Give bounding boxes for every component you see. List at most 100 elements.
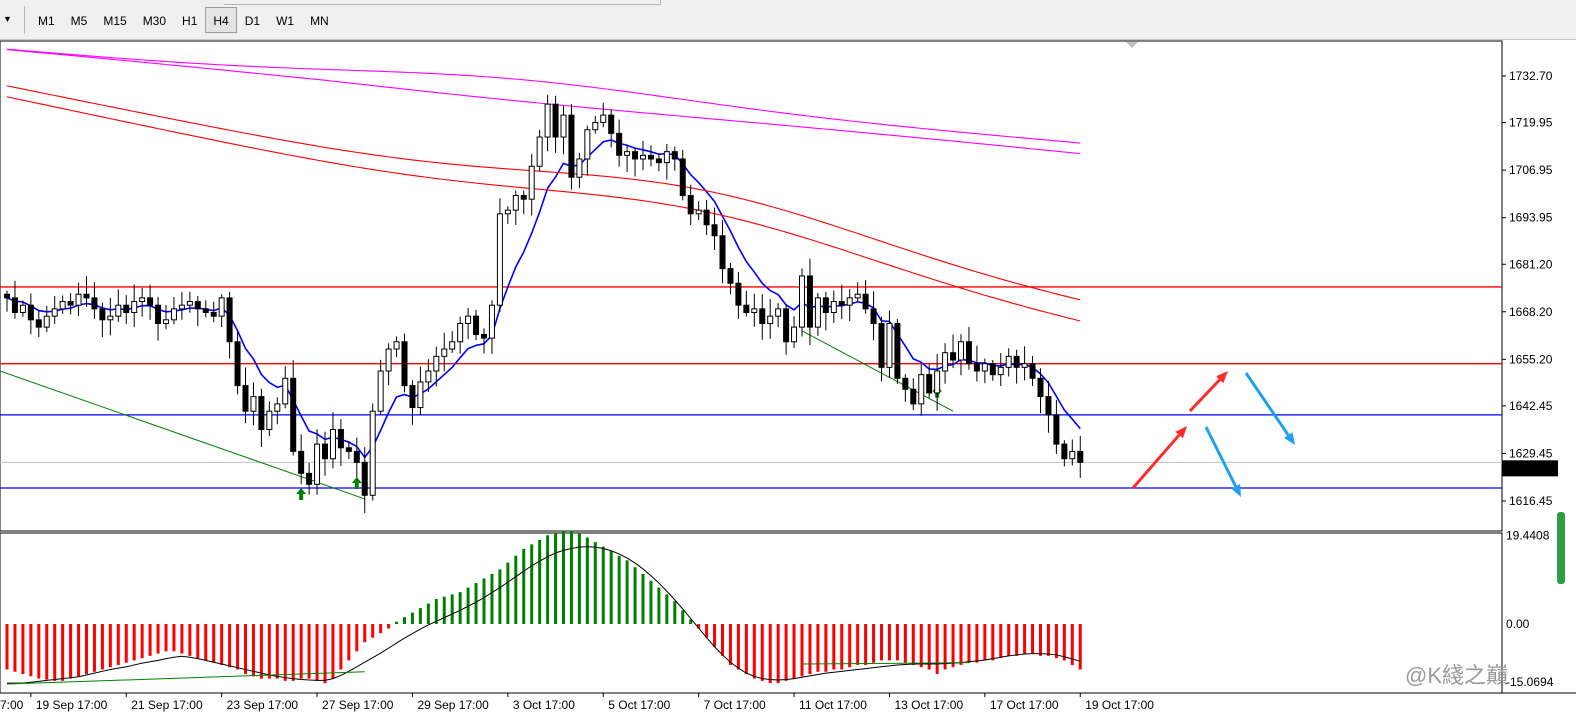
candle[interactable] (11, 280, 18, 319)
candle[interactable] (226, 291, 233, 359)
candle[interactable] (632, 147, 639, 177)
candle[interactable] (592, 115, 599, 134)
candle[interactable] (973, 345, 980, 382)
candle[interactable] (163, 305, 169, 330)
candle[interactable] (282, 366, 289, 409)
candle[interactable] (322, 431, 328, 476)
candle[interactable] (306, 462, 313, 495)
candle[interactable] (457, 316, 464, 354)
candle[interactable] (950, 334, 957, 369)
candle[interactable] (43, 305, 50, 333)
candle[interactable] (814, 293, 821, 336)
candle[interactable] (329, 412, 336, 469)
candle[interactable] (1069, 439, 1076, 466)
chart-shift-marker-icon[interactable] (1126, 42, 1138, 48)
timeframe-d1-button[interactable]: D1 (244, 14, 261, 28)
candle[interactable] (377, 359, 384, 415)
candle[interactable] (854, 282, 861, 302)
candle[interactable] (441, 332, 448, 372)
candle[interactable] (703, 200, 710, 236)
candle[interactable] (878, 316, 885, 382)
candle[interactable] (19, 300, 26, 317)
candle[interactable] (123, 295, 130, 324)
candle[interactable] (719, 220, 726, 284)
candle[interactable] (337, 419, 344, 466)
candle[interactable] (393, 336, 400, 358)
candle[interactable] (942, 343, 949, 384)
candle[interactable] (981, 358, 988, 384)
candle[interactable] (958, 334, 964, 376)
candle[interactable] (743, 290, 750, 317)
candle[interactable] (838, 284, 845, 320)
candle[interactable] (759, 294, 766, 340)
candle[interactable] (687, 184, 694, 226)
candle[interactable] (1021, 346, 1028, 381)
candle[interactable] (528, 153, 535, 216)
candle[interactable] (520, 190, 527, 215)
candle[interactable] (290, 360, 297, 456)
timeframe-w1-button[interactable]: W1 (276, 14, 295, 28)
candle[interactable] (767, 298, 774, 339)
candle[interactable] (210, 301, 217, 323)
candle[interactable] (345, 440, 352, 459)
candle[interactable] (1013, 349, 1020, 384)
candle[interactable] (902, 374, 909, 402)
candle[interactable] (695, 201, 702, 221)
candle[interactable] (1037, 368, 1044, 414)
candle[interactable] (965, 326, 972, 370)
candle[interactable] (544, 94, 551, 152)
timeframe-m1-button[interactable]: M1 (38, 14, 55, 28)
candle[interactable] (147, 284, 154, 320)
candle[interactable] (735, 271, 742, 319)
candle[interactable] (799, 268, 805, 337)
candle[interactable] (473, 309, 480, 341)
candle[interactable] (1005, 348, 1012, 377)
candle[interactable] (536, 129, 543, 172)
candle[interactable] (35, 310, 42, 338)
candle[interactable] (91, 282, 98, 319)
candle[interactable] (751, 293, 758, 327)
candle[interactable] (775, 303, 782, 328)
candle[interactable] (655, 154, 662, 172)
candle[interactable] (298, 434, 305, 485)
candle[interactable] (433, 346, 440, 387)
candle[interactable] (75, 282, 82, 316)
candle[interactable] (711, 207, 718, 251)
candle[interactable] (830, 290, 837, 323)
candle[interactable] (679, 149, 686, 201)
candle[interactable] (584, 125, 591, 176)
candle[interactable] (4, 290, 10, 312)
candle[interactable] (989, 360, 996, 381)
candle[interactable] (1029, 356, 1036, 386)
candle[interactable] (1053, 399, 1060, 454)
timeframe-h4-button[interactable]: H4 (205, 7, 237, 33)
candle[interactable] (449, 331, 456, 353)
candle[interactable] (806, 258, 813, 346)
candle[interactable] (822, 291, 829, 331)
candle[interactable] (170, 297, 177, 325)
timeframe-m30-button[interactable]: M30 (142, 14, 167, 28)
candle[interactable] (258, 388, 265, 447)
candle[interactable] (600, 102, 607, 128)
candle[interactable] (115, 289, 122, 322)
candle[interactable] (894, 319, 901, 384)
candle[interactable] (934, 353, 941, 411)
candle[interactable] (783, 304, 790, 355)
candle[interactable] (51, 296, 58, 324)
candle[interactable] (496, 198, 503, 312)
candle[interactable] (234, 331, 241, 395)
candle[interactable] (178, 291, 185, 320)
timeframe-m5-button[interactable]: M5 (70, 14, 88, 28)
timeframe-h1-button[interactable]: H1 (182, 14, 198, 28)
candle[interactable] (512, 190, 519, 226)
candle[interactable] (671, 146, 678, 171)
candle[interactable] (846, 289, 853, 321)
scroll-handle-icon[interactable] (1557, 512, 1565, 584)
candle[interactable] (1061, 440, 1068, 467)
candle[interactable] (560, 106, 567, 155)
candle[interactable] (425, 359, 432, 392)
candle[interactable] (27, 293, 34, 335)
candle[interactable] (552, 95, 559, 153)
candle[interactable] (576, 152, 583, 188)
